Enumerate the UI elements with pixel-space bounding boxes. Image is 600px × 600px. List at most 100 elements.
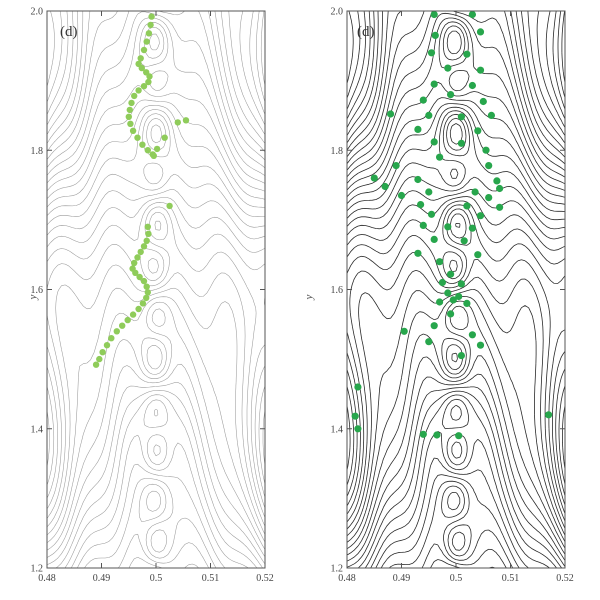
data-point: [145, 78, 152, 86]
data-point: [147, 21, 154, 29]
x-tick-label: 0.49: [93, 573, 111, 584]
data-point: [414, 249, 422, 257]
data-point: [143, 283, 150, 290]
data-point: [128, 99, 135, 107]
panel-label-right: (d): [357, 24, 375, 40]
data-point: [414, 125, 422, 133]
data-point: [148, 13, 155, 20]
data-point: [354, 425, 362, 433]
data-point: [381, 182, 389, 191]
data-point: [144, 223, 151, 230]
data-point: [166, 202, 173, 210]
contour-lines-right: [347, 11, 565, 568]
data-point: [436, 298, 444, 306]
data-point: [455, 432, 463, 440]
data-point: [99, 349, 106, 356]
data-point: [457, 113, 465, 121]
data-point: [457, 352, 465, 360]
data-point: [476, 212, 485, 220]
data-point: [140, 277, 148, 285]
y-tick-label: 1.8: [31, 146, 44, 157]
contour-path: [47, 11, 265, 568]
data-point: [129, 127, 137, 134]
data-point: [427, 210, 436, 218]
x-tick-label: 0.5: [450, 573, 463, 584]
data-point: [140, 243, 148, 250]
data-point: [414, 175, 422, 184]
data-point: [476, 341, 485, 349]
data-point: [447, 270, 455, 278]
data-point: [487, 111, 495, 119]
data-point: [139, 141, 146, 148]
data-point: [425, 111, 433, 119]
data-point: [146, 73, 153, 80]
data-point: [125, 113, 132, 121]
data-point: [444, 64, 452, 72]
data-point: [471, 188, 479, 196]
y-tick-label: 2.0: [31, 7, 44, 18]
data-point: [108, 335, 115, 342]
data-point: [476, 28, 485, 36]
y-tick-label: 1.4: [331, 424, 344, 435]
scatter-points-left: [92, 13, 190, 368]
data-point: [427, 49, 436, 57]
y-axis-label-left: y: [27, 294, 39, 300]
data-point: [134, 134, 141, 141]
data-point: [474, 251, 482, 259]
scatter-points-right: [351, 11, 553, 440]
data-point: [436, 153, 444, 161]
panel-right: 0.48 0.49 0.5 0.51 0.52 1.2 1.4 1.6 1.8 2.0 (d) y: [303, 7, 574, 585]
data-point: [419, 221, 427, 229]
data-point: [145, 30, 153, 37]
data-point: [476, 66, 485, 74]
data-point: [485, 194, 493, 202]
data-point: [140, 83, 148, 90]
data-point: [419, 430, 427, 438]
data-point: [131, 92, 138, 100]
panel-label-left: (d): [60, 24, 78, 40]
data-point: [137, 55, 144, 62]
data-point: [430, 322, 438, 330]
data-point: [387, 110, 395, 118]
x-tick-label: 0.52: [556, 573, 574, 584]
data-point: [425, 188, 433, 196]
data-point: [134, 254, 141, 261]
panel-left: 0.48 0.49 0.5 0.51 0.52 1.2 1.4 1.6 1.8 2.0 (d) y: [27, 7, 274, 585]
data-point: [182, 117, 190, 124]
data-point: [545, 411, 553, 419]
data-point: [474, 127, 482, 135]
y-tick-label: 1.4: [31, 424, 44, 435]
contour-lines-left: [47, 11, 265, 568]
data-point: [92, 361, 100, 368]
data-point: [433, 431, 441, 439]
data-point: [482, 146, 490, 154]
data-point: [132, 269, 139, 276]
data-point: [449, 296, 457, 304]
data-point: [137, 248, 144, 256]
data-point: [468, 331, 476, 339]
data-point: [485, 162, 493, 170]
data-point: [392, 162, 400, 170]
x-tick-label: 0.48: [38, 573, 56, 584]
data-point: [425, 338, 433, 346]
data-point: [370, 174, 378, 182]
data-point: [354, 383, 362, 391]
y-tick-label: 1.6: [31, 285, 44, 296]
data-point: [161, 134, 168, 141]
data-point: [463, 299, 471, 307]
data-point: [463, 202, 471, 210]
contour-path: [347, 11, 565, 568]
data-point: [135, 305, 142, 313]
data-point: [103, 342, 111, 349]
data-point: [174, 119, 181, 126]
data-point: [496, 184, 504, 193]
data-point: [468, 81, 476, 90]
data-point: [447, 310, 455, 318]
data-point: [139, 300, 147, 307]
data-point: [468, 11, 476, 19]
data-point: [447, 91, 455, 99]
x-tick-label: 0.52: [256, 573, 274, 584]
data-point: [460, 237, 468, 245]
data-point: [144, 147, 151, 154]
